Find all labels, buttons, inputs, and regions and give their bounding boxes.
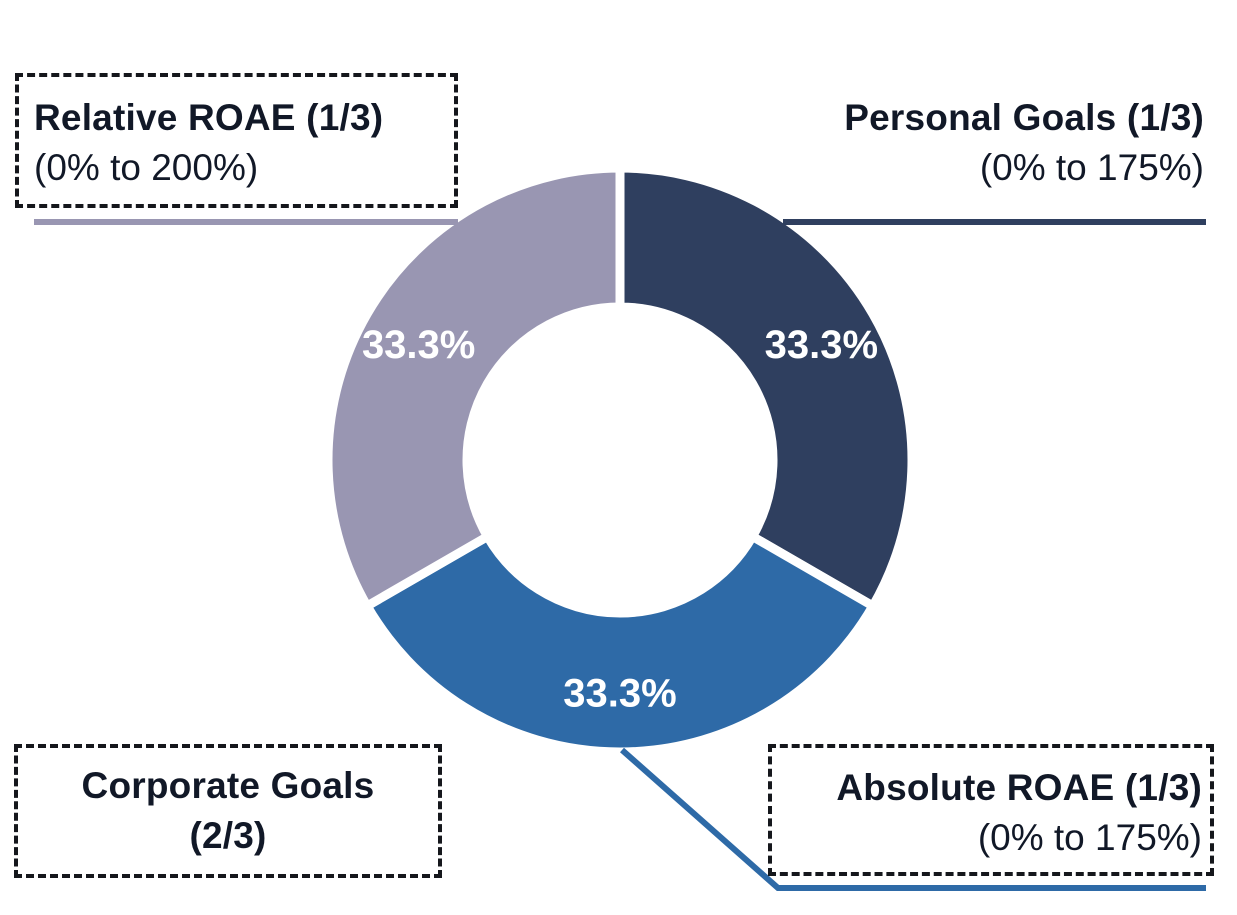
- donut-slices: [323, 163, 917, 757]
- value-label-relative-roae: 33.3%: [362, 323, 475, 367]
- slice-relative-roae: [323, 163, 625, 613]
- absolute-roae-label: Absolute ROAE (1/3) (0% to 175%): [836, 763, 1202, 863]
- relative-roae-range: (0% to 200%): [34, 147, 259, 188]
- personal-goals-range: (0% to 175%): [979, 147, 1204, 188]
- personal-goals-label: Personal Goals (1/3) (0% to 175%): [844, 93, 1204, 193]
- slice-absolute-roae: [360, 530, 880, 757]
- leader-line-absolute-roae: [620, 747, 1206, 891]
- absolute-roae-range: (0% to 175%): [977, 817, 1202, 858]
- value-label-absolute-roae: 33.3%: [563, 672, 676, 716]
- absolute-roae-title: Absolute ROAE (1/3): [836, 767, 1202, 808]
- corporate-goals-dashed-box: [14, 744, 442, 878]
- value-label-personal-goals: 33.3%: [765, 323, 878, 367]
- corporate-goals-fraction: (2/3): [189, 815, 267, 856]
- relative-roae-title: Relative ROAE (1/3): [34, 97, 384, 138]
- absolute-roae-dashed-box: [768, 744, 1214, 876]
- slice-value-labels: 33.3% 33.3% 33.3%: [362, 323, 878, 716]
- relative-roae-dashed-box: [15, 73, 458, 208]
- relative-roae-label: Relative ROAE (1/3) (0% to 200%): [34, 93, 383, 193]
- corporate-goals-label: Corporate Goals (2/3): [14, 744, 442, 878]
- corporate-goals-title: Corporate Goals: [81, 765, 375, 806]
- personal-goals-title: Personal Goals (1/3): [844, 97, 1204, 138]
